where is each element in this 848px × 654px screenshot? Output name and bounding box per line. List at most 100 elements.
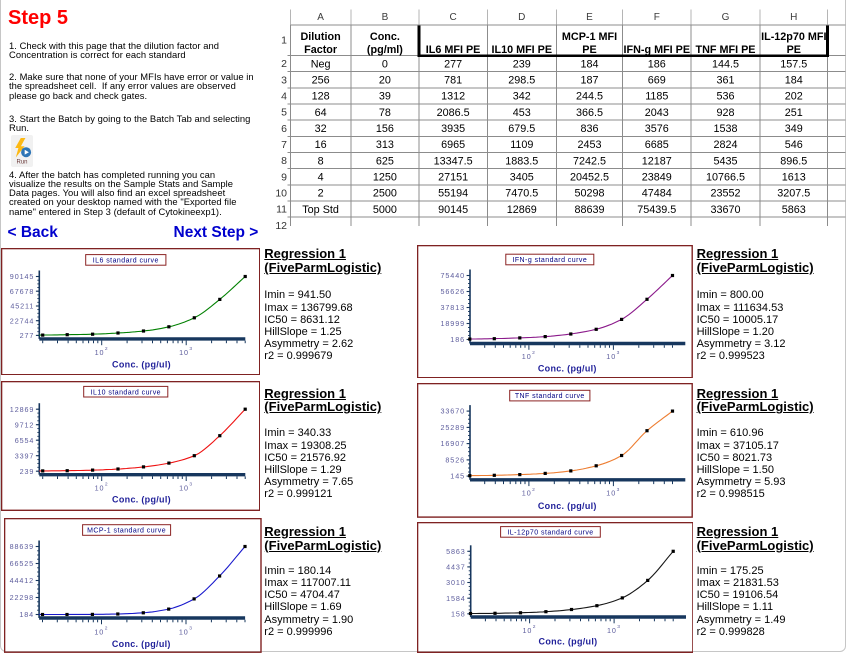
svg-text:27151: 27151 <box>438 172 468 184</box>
svg-text:3: 3 <box>617 624 620 630</box>
svg-text:2086.5: 2086.5 <box>437 107 470 119</box>
svg-text:239: 239 <box>513 58 531 70</box>
svg-text:10: 10 <box>606 352 616 361</box>
svg-text:625: 625 <box>376 155 394 167</box>
svg-text:5863: 5863 <box>446 546 466 555</box>
svg-text:5863: 5863 <box>782 204 806 216</box>
svg-text:IFN-g MFI PE: IFN-g MFI PE <box>624 44 691 56</box>
svg-text:7470.5: 7470.5 <box>505 188 538 200</box>
svg-text:0: 0 <box>382 58 388 70</box>
svg-text:1613: 1613 <box>782 172 806 184</box>
svg-text:342: 342 <box>513 91 531 103</box>
svg-text:6554: 6554 <box>15 436 35 445</box>
svg-text:158: 158 <box>450 609 465 618</box>
svg-text:6: 6 <box>281 123 287 135</box>
svg-text:H: H <box>790 12 797 23</box>
svg-text:IL6 standard curve: IL6 standard curve <box>93 257 159 264</box>
svg-text:Conc. (pg/ul): Conc. (pg/ul) <box>112 638 171 648</box>
svg-text:4: 4 <box>318 172 324 184</box>
svg-text:144.5: 144.5 <box>712 58 739 70</box>
svg-text:349: 349 <box>785 123 803 135</box>
svg-text:1109: 1109 <box>510 139 533 151</box>
svg-text:3: 3 <box>190 625 193 631</box>
svg-text:239: 239 <box>20 467 35 476</box>
svg-text:G: G <box>722 12 730 23</box>
svg-text:TNF standard curve: TNF standard curve <box>515 393 585 400</box>
svg-text:453: 453 <box>513 107 531 119</box>
svg-text:202: 202 <box>785 91 803 103</box>
svg-text:6965: 6965 <box>441 139 465 151</box>
svg-text:10: 10 <box>179 483 189 492</box>
svg-text:B: B <box>382 12 389 23</box>
svg-text:Conc. (pg/ul): Conc. (pg/ul) <box>112 359 171 369</box>
svg-text:187: 187 <box>580 75 598 87</box>
svg-text:90145: 90145 <box>10 272 35 281</box>
svg-text:2: 2 <box>281 58 287 70</box>
svg-text:8526: 8526 <box>446 456 466 465</box>
svg-text:Dilution: Dilution <box>301 31 341 43</box>
svg-text:2: 2 <box>105 481 108 487</box>
svg-text:145: 145 <box>450 472 465 481</box>
svg-text:10: 10 <box>95 348 105 357</box>
svg-text:546: 546 <box>785 139 803 151</box>
svg-text:128: 128 <box>312 91 330 103</box>
svg-text:Conc.: Conc. <box>370 31 400 43</box>
svg-text:12869: 12869 <box>507 204 537 216</box>
svg-text:IL-12p70 standard curve: IL-12p70 standard curve <box>507 529 593 536</box>
svg-text:184: 184 <box>785 75 803 87</box>
svg-text:256: 256 <box>312 75 330 87</box>
svg-text:836: 836 <box>580 123 598 135</box>
svg-text:2500: 2500 <box>373 188 397 200</box>
svg-text:44412: 44412 <box>10 576 35 585</box>
svg-text:64: 64 <box>315 107 327 119</box>
svg-text:Factor: Factor <box>304 44 338 56</box>
svg-text:12187: 12187 <box>642 155 672 167</box>
svg-text:184: 184 <box>20 610 35 619</box>
svg-text:2824: 2824 <box>713 139 737 151</box>
svg-text:2: 2 <box>105 625 108 631</box>
svg-text:MCP-1 standard curve: MCP-1 standard curve <box>87 527 166 534</box>
svg-text:9712: 9712 <box>15 420 35 429</box>
svg-text:10: 10 <box>606 489 616 498</box>
svg-text:4437: 4437 <box>446 562 466 571</box>
svg-text:47484: 47484 <box>642 188 672 200</box>
svg-text:75440: 75440 <box>441 271 466 280</box>
svg-text:186: 186 <box>648 58 666 70</box>
svg-text:78: 78 <box>379 107 391 119</box>
svg-text:Run: Run <box>16 160 27 166</box>
svg-text:20452.5: 20452.5 <box>570 172 609 184</box>
svg-text:IL10 MFI PE: IL10 MFI PE <box>491 44 552 56</box>
svg-text:1883.5: 1883.5 <box>505 155 538 167</box>
svg-text:10: 10 <box>522 626 532 635</box>
svg-text:536: 536 <box>716 91 734 103</box>
svg-text:IL6 MFI PE: IL6 MFI PE <box>426 44 481 56</box>
svg-text:313: 313 <box>376 139 394 151</box>
svg-text:3207.5: 3207.5 <box>777 188 810 200</box>
svg-text:2: 2 <box>532 624 535 630</box>
svg-text:9: 9 <box>281 171 287 183</box>
svg-text:10766.5: 10766.5 <box>706 172 745 184</box>
svg-text:F: F <box>654 12 660 23</box>
svg-text:12: 12 <box>275 220 287 232</box>
svg-text:10: 10 <box>95 627 105 636</box>
svg-text:MCP-1 MFI: MCP-1 MFI <box>562 31 617 43</box>
svg-text:2: 2 <box>105 346 108 352</box>
svg-text:2043: 2043 <box>645 107 669 119</box>
svg-text:277: 277 <box>20 331 35 340</box>
svg-text:18999: 18999 <box>441 319 466 328</box>
svg-text:3: 3 <box>281 74 287 86</box>
svg-text:PE: PE <box>582 44 596 56</box>
svg-text:10: 10 <box>275 188 287 200</box>
svg-text:11: 11 <box>276 204 287 216</box>
svg-text:(pg/ml): (pg/ml) <box>367 44 403 56</box>
svg-text:IFN-g standard curve: IFN-g standard curve <box>513 257 588 264</box>
svg-text:2: 2 <box>532 350 535 356</box>
svg-text:5435: 5435 <box>713 155 737 167</box>
svg-text:251: 251 <box>785 107 803 119</box>
svg-text:45211: 45211 <box>11 301 35 310</box>
svg-text:244.5: 244.5 <box>576 91 603 103</box>
svg-text:E: E <box>586 12 593 23</box>
svg-text:22298: 22298 <box>10 593 35 602</box>
svg-text:A: A <box>317 12 324 23</box>
svg-text:33670: 33670 <box>710 204 740 216</box>
